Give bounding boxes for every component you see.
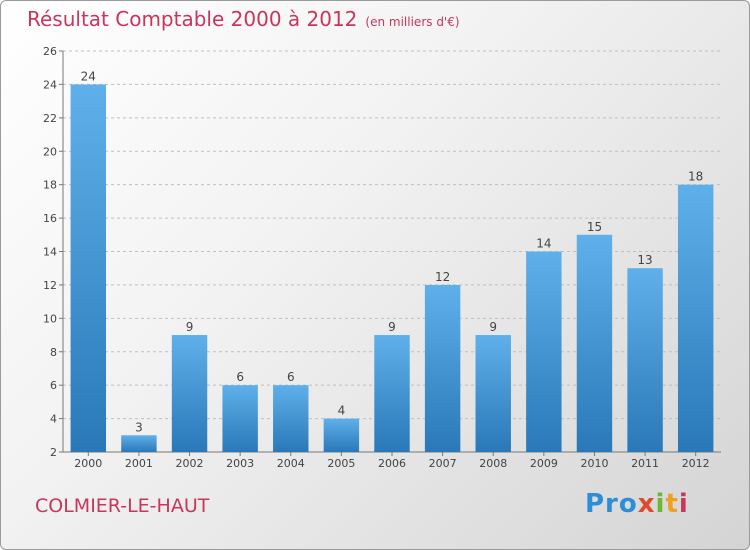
x-tick-label: 2011 (631, 457, 659, 470)
y-tick-label: 26 (43, 45, 57, 58)
y-tick-label: 14 (43, 246, 57, 259)
logo-part: x (637, 489, 656, 519)
x-tick-label: 2001 (125, 457, 153, 470)
data-label: 9 (489, 320, 497, 334)
data-label: 6 (287, 370, 295, 384)
y-tick-label: 2 (50, 446, 57, 459)
y-tick-label: 18 (43, 179, 57, 192)
y-tick-label: 4 (50, 413, 57, 426)
logo-part: i (655, 489, 666, 519)
chart-subtitle: (en milliers d'€) (365, 15, 460, 29)
logo-part: t (665, 489, 679, 519)
bar-2001 (121, 435, 157, 452)
y-tick-label: 22 (43, 112, 57, 125)
y-tick-label: 10 (43, 312, 57, 325)
data-label: 4 (338, 404, 346, 418)
logo-part: i (678, 489, 689, 519)
data-label: 15 (587, 220, 602, 234)
y-tick-label: 6 (50, 379, 57, 392)
chart-title: Résultat Comptable 2000 à 2012 (en millie… (27, 7, 460, 31)
bar-2008 (475, 335, 511, 452)
y-tick-label: 16 (43, 212, 57, 225)
data-label: 6 (236, 370, 244, 384)
x-tick-label: 2005 (327, 457, 355, 470)
bar-2007 (424, 284, 461, 452)
y-tick-label: 8 (50, 346, 57, 359)
x-tick-label: 2006 (378, 457, 406, 470)
x-tick-label: 2002 (176, 457, 204, 470)
data-label: 9 (186, 320, 194, 334)
bar-2011 (627, 268, 663, 452)
bar-2012 (677, 184, 714, 452)
bar-2003 (222, 385, 258, 452)
bar-2009 (526, 251, 562, 452)
data-label: 14 (536, 237, 551, 251)
x-tick-label: 2008 (479, 457, 507, 470)
logo-part: Pro (585, 489, 638, 519)
bar-2004 (273, 385, 309, 452)
bar-2010 (576, 234, 613, 452)
x-tick-label: 2007 (429, 457, 457, 470)
data-label: 13 (637, 253, 652, 267)
data-label: 12 (435, 270, 450, 284)
data-label: 24 (81, 69, 96, 83)
y-tick-label: 12 (43, 279, 57, 292)
x-tick-label: 2004 (277, 457, 305, 470)
x-tick-label: 2009 (530, 457, 558, 470)
data-label: 18 (688, 170, 703, 184)
x-tick-label: 2012 (682, 457, 710, 470)
bar-2000 (70, 84, 107, 453)
x-tick-label: 2010 (580, 457, 608, 470)
x-tick-label: 2003 (226, 457, 254, 470)
bar-2005 (323, 418, 360, 452)
bar-2006 (374, 335, 410, 452)
y-tick-label: 20 (43, 145, 57, 158)
commune-name: COLMIER-LE-HAUT (35, 495, 210, 517)
y-tick-label: 24 (43, 78, 57, 91)
data-label: 9 (388, 320, 396, 334)
data-label: 3 (135, 420, 143, 434)
x-tick-label: 2000 (74, 457, 102, 470)
chart-title-text: Résultat Comptable 2000 à 2012 (27, 7, 358, 31)
proxiti-logo: Proxiti (585, 489, 689, 519)
bar-2002 (171, 335, 208, 452)
